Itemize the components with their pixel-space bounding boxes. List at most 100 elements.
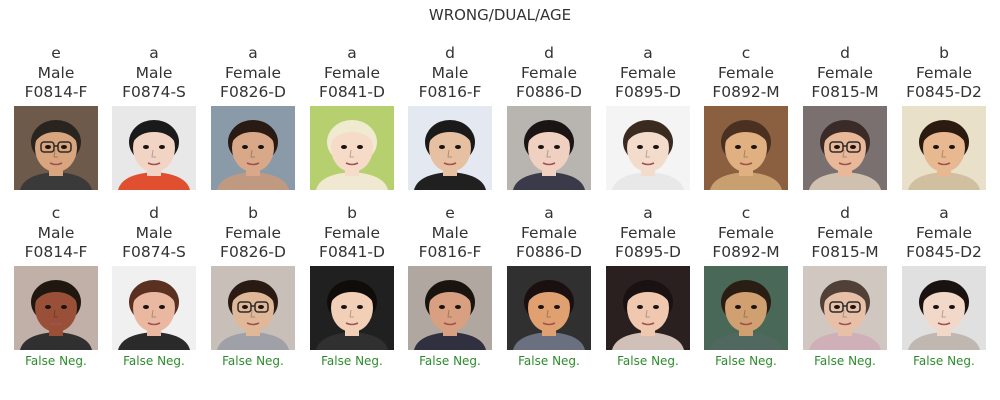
face-photo <box>112 266 196 350</box>
false-negative-label: False Neg. <box>321 354 383 368</box>
face-photo <box>14 266 98 350</box>
choice-label: d <box>544 44 554 62</box>
gender-label: Female <box>717 63 775 82</box>
subject-id-label: F0845-D2 <box>906 83 982 101</box>
face-photo <box>902 106 986 190</box>
face-photo <box>408 106 492 190</box>
face-cell: d Female F0815-M False Neg. <box>789 204 887 368</box>
choice-label: b <box>347 204 357 222</box>
choice-label: a <box>544 204 554 222</box>
gender-label: Male <box>431 223 469 242</box>
face-cell: a Female F0886-D False Neg. <box>493 204 591 368</box>
face-label: a Female F0895-D <box>606 204 690 263</box>
face-label: b Female F0841-D <box>310 204 394 263</box>
subject-id-label: F0816-F <box>418 83 482 101</box>
choice-label: c <box>741 204 751 222</box>
face-photo <box>704 106 788 190</box>
face-label: a Female F0841-D <box>310 44 394 103</box>
false-negative-label: False Neg. <box>617 354 679 368</box>
face-label: a Female F0826-D <box>211 44 295 103</box>
choice-label: d <box>840 204 850 222</box>
choice-label: b <box>248 204 258 222</box>
choice-label: e <box>445 204 455 222</box>
face-cell: a Female F0895-D False Neg. <box>592 204 690 368</box>
choice-label: d <box>840 44 850 62</box>
face-label: a Male F0874-S <box>112 44 196 103</box>
false-negative-label: False Neg. <box>518 354 580 368</box>
subject-id-label: F0815-M <box>811 83 879 101</box>
subject-id-label: F0886-D <box>516 83 582 101</box>
gender-label: Female <box>323 223 381 242</box>
face-cell: d Female F0815-M <box>789 44 887 204</box>
face-label: b Female F0845-D2 <box>902 44 986 103</box>
subject-id-label: F0892-M <box>712 243 780 261</box>
gender-label: Female <box>224 223 282 242</box>
gender-label: Female <box>717 223 775 242</box>
face-photo <box>14 106 98 190</box>
face-cell: a Male F0874-S <box>98 44 196 204</box>
subject-id-label: F0892-M <box>712 83 780 101</box>
face-label: d Male F0816-F <box>408 44 492 103</box>
face-photo <box>704 266 788 350</box>
face-cell: e Male F0814-F <box>0 44 98 204</box>
subject-id-label: F0886-D <box>516 243 582 261</box>
face-photo <box>310 106 394 190</box>
gender-label: Male <box>135 223 173 242</box>
face-label: e Male F0816-F <box>408 204 492 263</box>
face-photo <box>902 266 986 350</box>
choice-label: b <box>939 44 949 62</box>
face-cell: b Female F0845-D2 <box>888 44 986 204</box>
face-label: b Female F0826-D <box>211 204 295 263</box>
face-cell: b Female F0826-D False Neg. <box>197 204 295 368</box>
false-negative-label: False Neg. <box>419 354 481 368</box>
subject-id-label: F0895-D <box>615 83 681 101</box>
face-photo <box>112 106 196 190</box>
gender-label: Female <box>619 223 677 242</box>
subject-id-label: F0815-M <box>811 243 879 261</box>
choice-label: e <box>51 44 61 62</box>
false-negative-label: False Neg. <box>25 354 87 368</box>
choice-label: a <box>149 44 159 62</box>
choice-label: c <box>51 204 61 222</box>
gender-label: Female <box>520 223 578 242</box>
gender-label: Male <box>37 223 75 242</box>
choice-label: a <box>643 44 653 62</box>
subject-id-label: F0814-F <box>24 243 88 261</box>
gender-label: Male <box>135 63 173 82</box>
face-cell: a Female F0826-D <box>197 44 295 204</box>
face-cell: a Female F0895-D <box>592 44 690 204</box>
face-cell: c Female F0892-M <box>690 44 788 204</box>
choice-label: c <box>741 44 751 62</box>
false-negative-label: False Neg. <box>123 354 185 368</box>
face-photo <box>507 106 591 190</box>
face-cell: d Male F0816-F <box>394 44 492 204</box>
gender-label: Female <box>323 63 381 82</box>
subject-id-label: F0895-D <box>615 243 681 261</box>
face-label: c Female F0892-M <box>704 204 788 263</box>
choice-label: d <box>445 44 455 62</box>
subject-id-label: F0841-D <box>319 83 385 101</box>
face-cell: c Female F0892-M False Neg. <box>690 204 788 368</box>
subject-id-label: F0874-S <box>122 243 186 261</box>
false-negative-label: False Neg. <box>222 354 284 368</box>
gender-label: Female <box>816 223 874 242</box>
choice-label: a <box>643 204 653 222</box>
face-label: d Female F0886-D <box>507 44 591 103</box>
face-cell: c Male F0814-F False Neg. <box>0 204 98 368</box>
choice-label: a <box>939 204 949 222</box>
face-photo <box>507 266 591 350</box>
subject-id-label: F0816-F <box>418 243 482 261</box>
subject-id-label: F0845-D2 <box>906 243 982 261</box>
gender-label: Female <box>816 63 874 82</box>
face-label: d Female F0815-M <box>803 204 887 263</box>
gender-label: Male <box>431 63 469 82</box>
choice-label: a <box>347 44 357 62</box>
face-label: e Male F0814-F <box>14 44 98 103</box>
face-photo <box>803 106 887 190</box>
choice-label: d <box>149 204 159 222</box>
face-cell: b Female F0841-D False Neg. <box>296 204 394 368</box>
subject-id-label: F0874-S <box>122 83 186 101</box>
face-photo <box>211 106 295 190</box>
face-label: d Female F0815-M <box>803 44 887 103</box>
face-row: e Male F0814-F a Male F0874-S a Female F0826-D a F… <box>0 44 1000 224</box>
